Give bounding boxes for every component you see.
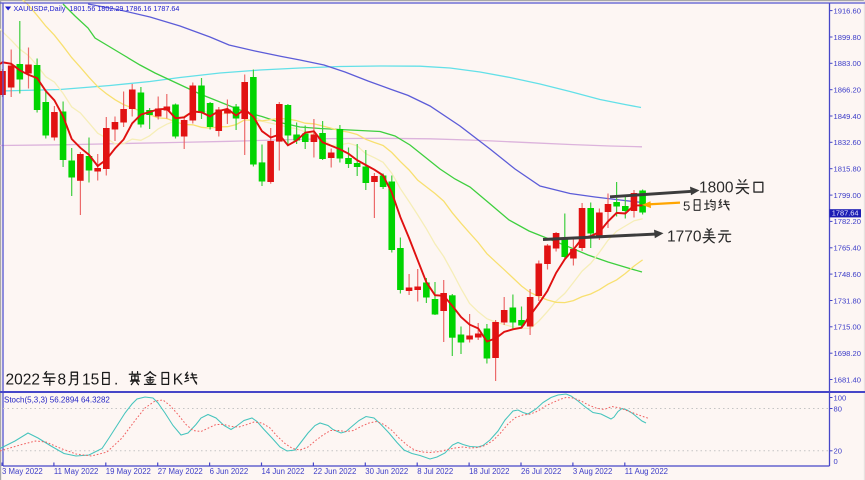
svg-text:K: K: [173, 372, 184, 389]
svg-text:26 Jul 2022: 26 Jul 2022: [521, 467, 561, 476]
svg-text:100: 100: [834, 393, 847, 402]
svg-text:3 Aug 2022: 3 Aug 2022: [573, 467, 612, 476]
svg-text:27 May 2022: 27 May 2022: [158, 467, 203, 476]
svg-text:30 Jun 2022: 30 Jun 2022: [365, 467, 408, 476]
svg-text:1916.60: 1916.60: [834, 6, 861, 15]
svg-text:1832.60: 1832.60: [834, 138, 861, 147]
svg-text:.: .: [114, 372, 118, 389]
svg-text:11 May 2022: 11 May 2022: [54, 467, 99, 476]
svg-text:5: 5: [683, 198, 690, 213]
svg-text:1782.20: 1782.20: [834, 217, 861, 226]
svg-text:14 Jun 2022: 14 Jun 2022: [262, 467, 305, 476]
svg-text:1883.00: 1883.00: [834, 59, 861, 68]
svg-text:18 Jul 2022: 18 Jul 2022: [469, 467, 509, 476]
svg-text:1681.40: 1681.40: [834, 375, 861, 384]
svg-text:20: 20: [834, 447, 842, 456]
svg-text:2022: 2022: [6, 372, 40, 389]
svg-text:6 Jun 2022: 6 Jun 2022: [210, 467, 249, 476]
svg-text:XAUUSD#,Daily 1801.56 1802.29: XAUUSD#,Daily 1801.56 1802.29 1786.16 17…: [14, 4, 180, 13]
svg-text:1815.80: 1815.80: [834, 165, 861, 174]
svg-text:1799.00: 1799.00: [834, 191, 861, 200]
svg-text:8: 8: [58, 372, 67, 389]
svg-text:3 May 2022: 3 May 2022: [2, 467, 43, 476]
svg-text:80: 80: [834, 404, 842, 413]
svg-text:1715.00: 1715.00: [834, 323, 861, 332]
svg-text:1731.80: 1731.80: [834, 296, 861, 305]
svg-text:15: 15: [82, 372, 99, 389]
svg-text:11 Aug 2022: 11 Aug 2022: [625, 467, 668, 476]
svg-text:1765.40: 1765.40: [834, 244, 861, 253]
svg-text:19 May 2022: 19 May 2022: [106, 467, 151, 476]
svg-text:1899.80: 1899.80: [834, 33, 861, 42]
svg-text:1849.40: 1849.40: [834, 112, 861, 121]
svg-text:1748.60: 1748.60: [834, 270, 861, 279]
svg-text:1866.20: 1866.20: [834, 86, 861, 95]
svg-text:1770: 1770: [667, 228, 702, 245]
svg-text:Stoch(5,3,3) 56.2894 64.3282: Stoch(5,3,3) 56.2894 64.3282: [4, 396, 110, 405]
svg-text:8 Jul 2022: 8 Jul 2022: [417, 467, 453, 476]
svg-text:0: 0: [834, 457, 838, 466]
svg-text:1698.20: 1698.20: [834, 349, 861, 358]
svg-text:22 Jun 2022: 22 Jun 2022: [313, 467, 356, 476]
svg-text:1800: 1800: [699, 180, 734, 197]
svg-text:1787.64: 1787.64: [832, 209, 859, 218]
